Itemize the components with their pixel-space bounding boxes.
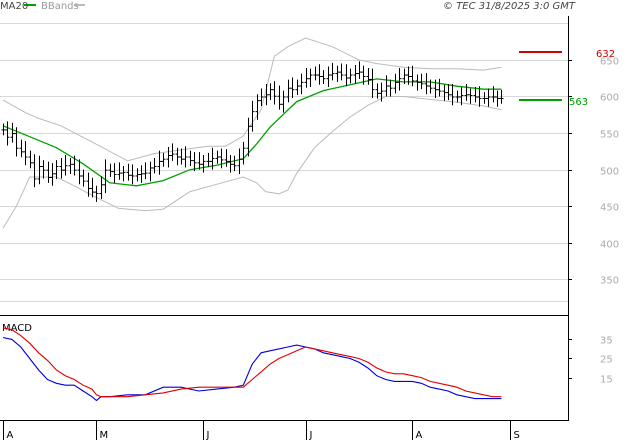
price-series-layer [1,37,504,229]
macd-title: MACD [2,323,32,334]
macd-y-axis: 35 25 15 [568,336,613,386]
price-y-tick-label: 400 [600,240,619,251]
x-month-label: A [7,430,14,440]
x-month-label: J [309,430,313,440]
macd-y-tick-label: 35 [600,336,613,347]
bbands-legend-swatch [75,4,85,6]
macd-y-tick-label: 15 [600,375,613,386]
bband-lower-line [2,96,502,229]
price-y-tick-label: 500 [600,167,619,178]
support-label: 563 [569,97,588,108]
x-month-label: A [416,430,423,440]
macd-y-tick-label: 25 [600,355,613,366]
price-y-tick-label: 600 [600,93,619,104]
price-y-tick-label: 550 [600,130,619,141]
ma-legend-label: MA20 [0,1,28,12]
x-month-label: S [514,430,520,440]
bbands-legend-label: BBands [41,1,79,12]
price-panel: 650 600 550 500 450 400 350 632 563 [0,16,619,316]
price-y-axis: 650 600 550 500 450 400 350 [568,57,619,287]
price-gridlines [0,23,568,302]
price-y-tick-label: 650 [600,57,619,68]
x-month-label: M [100,430,109,440]
ma-legend-swatch [24,4,36,6]
macd-line [2,336,502,402]
price-y-tick-label: 450 [600,203,619,214]
x-month-label: J [206,430,210,440]
macd-series-layer [2,327,502,402]
macd-panel: MACD 35 25 15 [2,316,613,420]
timestamp-label: © TEC 31/8/2025 3:0 GMT [443,1,576,12]
price-y-tick-label: 350 [600,276,619,287]
macd-signal-line [2,327,502,398]
resistance-label: 632 [596,49,615,60]
